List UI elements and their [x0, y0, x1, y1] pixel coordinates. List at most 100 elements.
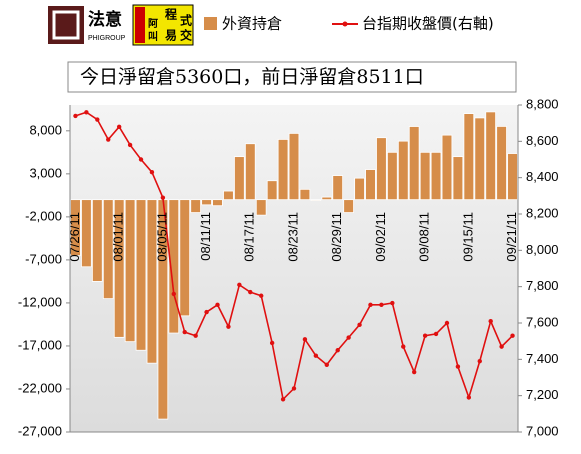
line-marker: [248, 289, 253, 295]
logo-char: 程: [165, 7, 177, 22]
y2-tick-label: 7,200: [526, 387, 559, 402]
line-marker: [411, 369, 417, 375]
y-tick-label: 3,000: [29, 165, 62, 180]
line-marker: [237, 282, 242, 288]
line-marker: [444, 320, 450, 326]
bar: [485, 111, 496, 201]
x-tick-label: 09/08/11: [417, 212, 432, 262]
logo-text: 法意: [88, 9, 122, 30]
y2-tick-label: 7,800: [526, 278, 559, 293]
x-tick-label: 08/01/11: [111, 212, 126, 262]
x-tick-label: 08/05/11: [154, 212, 169, 262]
logo-subtext: PHIGROUP: [88, 35, 126, 42]
line-marker: [138, 157, 144, 162]
legend-marker: [342, 21, 348, 27]
x-tick-label: 09/15/11: [460, 212, 475, 262]
line-marker: [226, 324, 231, 329]
legend-swatch: [204, 17, 217, 30]
logo-char: 叫: [148, 30, 158, 43]
bar: [223, 190, 234, 201]
x-tick-label: 09/21/11: [504, 212, 519, 262]
line-marker: [335, 348, 340, 353]
bar: [343, 199, 354, 213]
line-marker: [422, 333, 428, 338]
bar: [113, 199, 125, 338]
line-marker: [357, 322, 362, 328]
line-marker: [259, 293, 264, 298]
line-marker: [379, 302, 384, 308]
bar: [201, 199, 212, 206]
line-marker: [149, 170, 155, 175]
bar: [463, 113, 475, 201]
legend-label: 台指期收盤價(右軸): [362, 15, 494, 33]
bar: [376, 137, 387, 201]
bar: [255, 199, 267, 216]
line-marker: [466, 395, 472, 400]
line-marker: [477, 358, 482, 364]
line-marker: [171, 291, 177, 297]
bar: [321, 196, 333, 201]
bar: [135, 199, 147, 351]
bar: [419, 151, 431, 201]
bar: [496, 126, 507, 201]
line-marker: [488, 318, 493, 324]
logo-char: 交: [180, 28, 192, 43]
bar: [81, 199, 92, 268]
x-tick-label: 08/17/11: [242, 212, 257, 262]
bar: [146, 199, 158, 364]
title-box: [67, 61, 517, 93]
line-marker: [193, 333, 198, 338]
line-marker: [368, 302, 373, 308]
line-marker: [84, 110, 89, 115]
y-tick-label: -2,000: [25, 208, 62, 223]
bar: [277, 139, 289, 201]
bar: [179, 199, 191, 317]
legend-label: 外資持倉: [222, 15, 282, 33]
bar: [299, 188, 311, 201]
y2-tick-label: 8,600: [526, 133, 559, 148]
line-marker: [204, 309, 209, 315]
bar: [244, 143, 256, 201]
bar: [92, 199, 103, 282]
line-marker: [390, 300, 395, 306]
line-marker: [95, 117, 100, 122]
bar: [212, 199, 223, 207]
bar: [70, 199, 81, 256]
bar: [332, 175, 344, 201]
bar: [354, 177, 365, 201]
line-marker: [291, 386, 297, 391]
line-marker: [401, 344, 406, 349]
y-tick-label: -27,000: [18, 423, 62, 438]
y-tick-label: -17,000: [18, 337, 62, 352]
logo-stripe: [135, 7, 145, 43]
bar: [507, 153, 518, 201]
chart-title: 今日淨留倉5360口，前日淨留倉8511口: [80, 66, 424, 88]
line-marker: [313, 353, 319, 358]
y2-tick-label: 7,400: [526, 351, 559, 366]
bar: [234, 156, 245, 201]
bar: [430, 151, 442, 201]
logo-icon: [52, 10, 80, 40]
x-tick-label: 07/26/11: [67, 212, 82, 262]
x-tick-label: 08/23/11: [285, 212, 300, 262]
line-marker: [106, 137, 111, 142]
bar: [452, 156, 464, 201]
line-marker: [510, 333, 515, 338]
line-marker: [73, 113, 78, 119]
y-tick-label: -22,000: [18, 380, 62, 395]
bar: [190, 199, 201, 213]
bar: [168, 199, 180, 334]
line-marker: [302, 337, 308, 342]
line-marker: [127, 142, 133, 148]
line-marker: [160, 195, 166, 200]
bar: [408, 126, 420, 201]
bar: [474, 117, 486, 201]
y2-tick-label: 7,600: [526, 314, 559, 329]
bar: [288, 132, 300, 201]
bar: [124, 199, 136, 343]
x-tick-label: 09/02/11: [373, 212, 388, 262]
y-tick-label: 8,000: [29, 122, 62, 137]
bar: [310, 199, 322, 201]
